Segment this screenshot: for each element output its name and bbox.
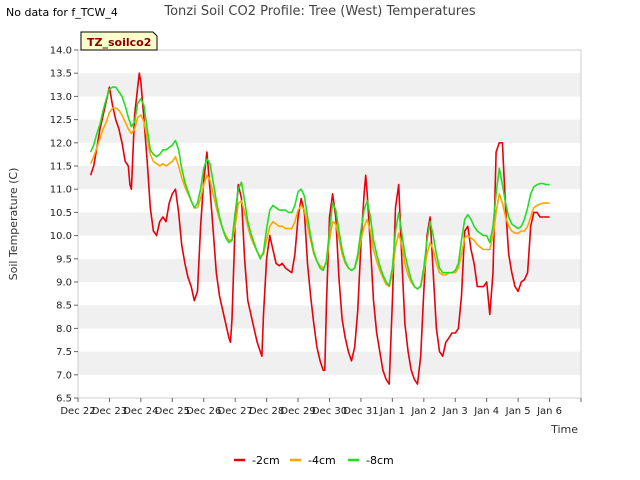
x-tick-label: Dec 30 (312, 406, 347, 417)
y-tick-label: 6.5 (56, 394, 72, 405)
x-tick-label: Jan 3 (442, 406, 468, 417)
badge-box (80, 31, 158, 51)
plot-band (78, 374, 581, 398)
plot-band (78, 166, 581, 190)
dataset-badge: TZ_soilco2 (80, 31, 158, 51)
badge-label: TZ_soilco2 (87, 36, 151, 49)
plot-band (78, 50, 581, 74)
plot-band (78, 258, 581, 282)
y-tick-label: 8.5 (56, 301, 72, 312)
legend-label: -2cm (252, 454, 280, 467)
plot-band (78, 73, 581, 97)
chart-title: Tonzi Soil CO2 Profile: Tree (West) Temp… (164, 4, 476, 19)
x-tick-label: Dec 25 (155, 406, 190, 417)
y-tick-label: 9.0 (56, 278, 72, 289)
x-tick-label: Jan 1 (379, 406, 405, 417)
y-tick-label: 11.5 (50, 162, 72, 173)
no-data-note: No data for f_TCW_4 (6, 6, 118, 19)
plot-band (78, 119, 581, 143)
series-line-4cmcm (89, 107, 550, 290)
y-tick-label: 12.5 (50, 115, 72, 126)
series-line-8cmcm (89, 86, 550, 290)
plot-band (78, 328, 581, 352)
x-tick-label: Jan 2 (410, 406, 436, 417)
y-tick-label: 13.0 (50, 92, 72, 103)
y-tick-label: 8.0 (56, 324, 72, 335)
series-lines (89, 72, 550, 385)
y-tick-label: 7.0 (56, 370, 72, 381)
plot-band (78, 351, 581, 375)
y-axis-label: Soil Temperature (C) (7, 168, 20, 281)
x-axis-label: Time (550, 423, 578, 436)
y-tick-label: 14.0 (50, 46, 72, 57)
x-tick-label: Dec 23 (92, 406, 127, 417)
x-tick-label: Jan 5 (505, 406, 531, 417)
x-tick-label: Dec 31 (343, 406, 378, 417)
x-tick-label: Dec 26 (186, 406, 221, 417)
x-tick-label: Dec 28 (249, 406, 284, 417)
plot-band (78, 189, 581, 213)
plot-band (78, 235, 581, 259)
legend-label: -4cm (308, 454, 336, 467)
x-tick-label: Dec 29 (280, 406, 315, 417)
y-tick-label: 10.5 (50, 208, 72, 219)
y-tick-label: 10.0 (50, 231, 72, 242)
x-tick-label: Dec 24 (123, 406, 158, 417)
x-tick-label: Jan 4 (473, 406, 499, 417)
x-tick-label: Dec 27 (218, 406, 253, 417)
y-tick-label: 13.5 (50, 69, 72, 80)
plot-band (78, 282, 581, 306)
plot-band (78, 96, 581, 120)
y-tick-label: 12.0 (50, 138, 72, 149)
legend-label: -8cm (366, 454, 394, 467)
y-tick-label: 11.0 (50, 185, 72, 196)
y-tick-label: 9.5 (56, 254, 72, 265)
x-tick-label: Dec 22 (60, 406, 95, 417)
plot-bands (78, 50, 581, 398)
legend: -2cm -4cm -8cm (234, 454, 394, 467)
series-line-2cmcm (89, 72, 550, 385)
x-tick-label: Jan 6 (536, 406, 562, 417)
plot-band (78, 305, 581, 329)
plot-band (78, 142, 581, 166)
y-axis: 6.5 7.0 7.5 8.0 8.5 9.0 9.5 10.0 10.5 11.0 11.5 12.… (50, 46, 78, 405)
y-tick-label: 7.5 (56, 347, 72, 358)
